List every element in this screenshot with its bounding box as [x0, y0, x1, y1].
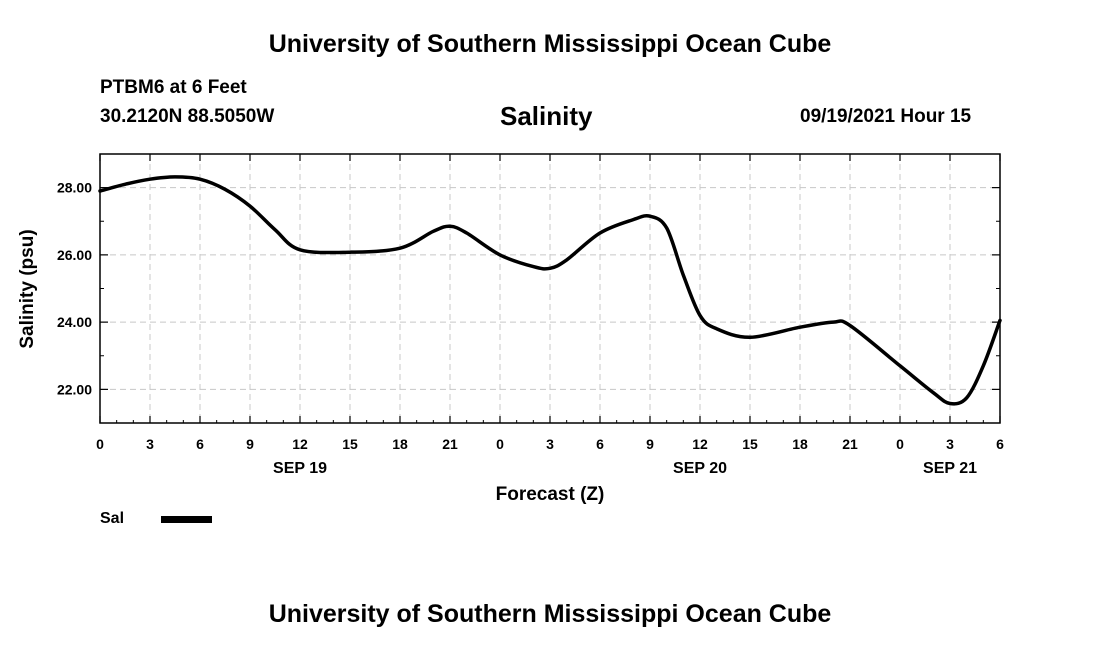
- y-tick-label: 24.00: [57, 314, 92, 330]
- variable-title: Salinity: [500, 101, 593, 131]
- x-tick-label: 9: [646, 436, 654, 452]
- legend-swatch: [161, 516, 212, 523]
- y-tick-label: 26.00: [57, 247, 92, 263]
- x-tick-label: 0: [496, 436, 504, 452]
- x-tick-label: 3: [146, 436, 154, 452]
- day-label: SEP 21: [923, 460, 977, 477]
- x-tick-label: 15: [742, 436, 758, 452]
- y-axis-label: Salinity (psu): [17, 229, 38, 348]
- day-label: SEP 20: [673, 460, 727, 477]
- y-tick-labels: 22.00 24.00 26.00 28.00: [57, 180, 92, 398]
- y-tick-label: 22.00: [57, 381, 92, 397]
- x-tick-label: 6: [596, 436, 604, 452]
- x-tick-label: 21: [842, 436, 858, 452]
- coordinates-label: 30.2120N 88.5050W: [100, 106, 275, 127]
- x-tick-label: 21: [442, 436, 458, 452]
- x-tick-label: 3: [546, 436, 554, 452]
- plot-frame: [99, 153, 1001, 424]
- x-tick-label: 12: [292, 436, 308, 452]
- x-tick-label: 15: [342, 436, 358, 452]
- x-tick-label: 12: [692, 436, 708, 452]
- x-tick-label: 6: [996, 436, 1004, 452]
- x-tick-label: 18: [792, 436, 808, 452]
- x-tick-label: 9: [246, 436, 254, 452]
- day-labels: SEP 19 SEP 20 SEP 21: [273, 460, 977, 477]
- series-line-sal: [98, 175, 1002, 406]
- chart-title: University of Southern Mississippi Ocean…: [268, 30, 832, 58]
- x-tick-label: 3: [946, 436, 954, 452]
- station-label: PTBM6 at 6 Feet: [100, 77, 247, 98]
- y-tick-label: 28.00: [57, 180, 92, 196]
- x-tick-label: 18: [392, 436, 408, 452]
- x-axis-label: Forecast (Z): [496, 484, 605, 505]
- x-tick-labels: 0 3 6 9 12 15 18 21 0 3 6 9 12 15 18 21 0 3 6: [96, 436, 1004, 452]
- x-tick-label: 6: [196, 436, 204, 452]
- forecast-datetime: 09/19/2021 Hour 15: [800, 106, 972, 127]
- legend-label: Sal: [100, 510, 125, 527]
- footer-title: University of Southern Mississippi Ocean…: [268, 600, 832, 628]
- x-tick-label: 0: [96, 436, 104, 452]
- x-tick-label: 0: [896, 436, 904, 452]
- day-label: SEP 19: [273, 460, 327, 477]
- grid-lines: [100, 154, 1000, 423]
